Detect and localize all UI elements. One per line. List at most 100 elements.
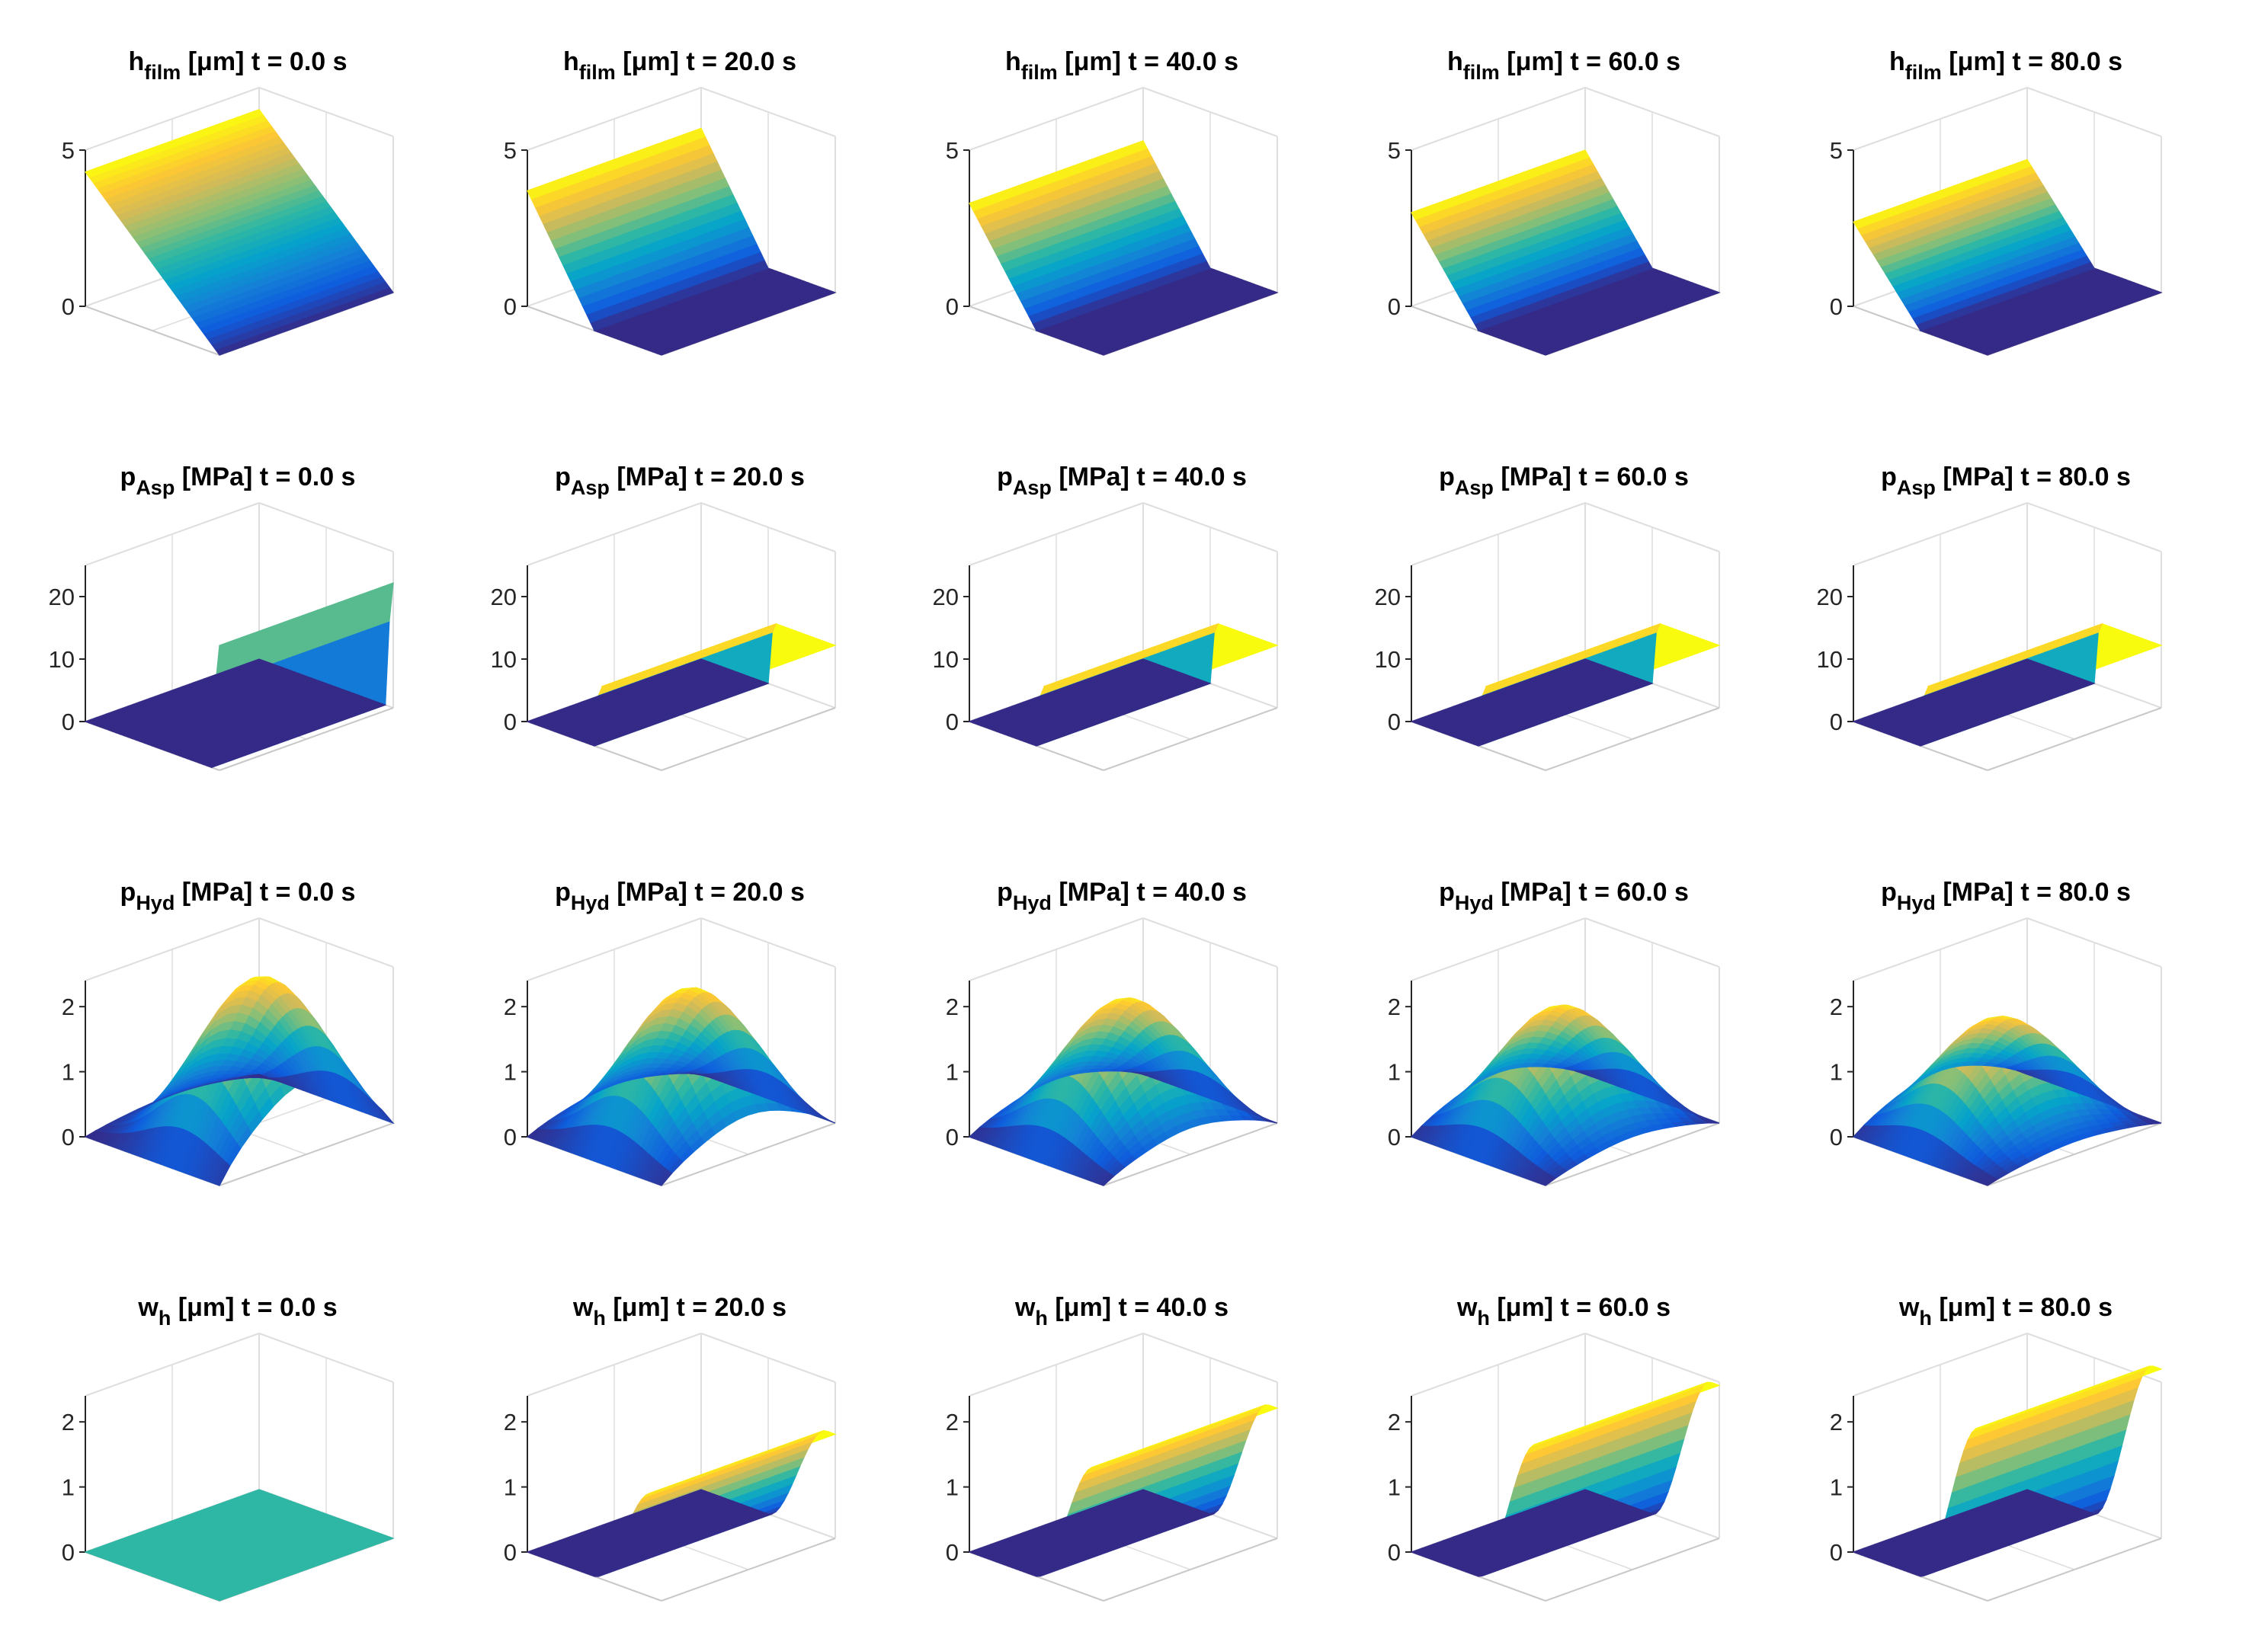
title-subscript: film [579, 61, 616, 84]
surface [1852, 1365, 2163, 1577]
panel-title: wh [μm] t = 40.0 s [1014, 1293, 1228, 1330]
title-rest: [μm] t = 40.0 s [1058, 47, 1238, 76]
z-tick-label: 5 [946, 137, 959, 164]
panel-title: pHyd [MPa] t = 60.0 s [1439, 878, 1689, 914]
surface [526, 1430, 837, 1577]
z-tick-label: 0 [62, 709, 75, 735]
title-symbol: p [555, 462, 571, 491]
z-tick-label: 0 [62, 1124, 75, 1151]
title-symbol: h [1889, 47, 1905, 76]
z-tick-label: 2 [504, 994, 517, 1020]
z-tick-label: 1 [504, 1474, 517, 1501]
z-tick-label: 0 [1388, 1539, 1401, 1566]
title-rest: [MPa] t = 0.0 s [175, 878, 355, 907]
z-tick-label: 0 [1830, 709, 1843, 735]
surface [1853, 158, 2163, 356]
surface [968, 997, 1278, 1186]
z-tick-label: 2 [62, 1409, 75, 1435]
title-subscript: film [144, 61, 181, 84]
panel-title: hfilm [μm] t = 20.0 s [563, 47, 796, 84]
panel-p_Hyd-t80_0: 2 1 0 pHyd [MPa] t = 80.0 s [1830, 878, 2162, 1186]
title-symbol: w [1456, 1293, 1478, 1322]
panel-p_Hyd-t60_0: 2 1 0 pHyd [MPa] t = 60.0 s [1388, 878, 1720, 1186]
z-tick-label: 0 [504, 293, 517, 320]
title-rest: [MPa] t = 40.0 s [1052, 878, 1247, 907]
z-tick-label: 0 [1388, 709, 1401, 735]
panel-title: pHyd [MPa] t = 0.0 s [120, 878, 356, 914]
z-tick-label: 0 [1388, 293, 1401, 320]
panel-title: wh [μm] t = 80.0 s [1898, 1293, 2113, 1330]
title-symbol: p [1881, 878, 1897, 907]
z-tick-label: 0 [1830, 1539, 1843, 1566]
panel-h_film-t20_0: 5 0 hfilm [μm] t = 20.0 s [504, 47, 837, 356]
panel-p_Hyd-t0_0: 2 1 0 pHyd [MPa] t = 0.0 s [62, 878, 395, 1186]
z-tick-label: 0 [1830, 1124, 1843, 1151]
z-tick-label: 10 [491, 646, 517, 673]
title-symbol: p [120, 462, 136, 491]
z-tick-label: 0 [1388, 1124, 1401, 1151]
title-subscript: film [1905, 61, 1942, 84]
panel-title: hfilm [μm] t = 0.0 s [128, 47, 347, 84]
panel-title: pAsp [MPa] t = 40.0 s [997, 462, 1247, 499]
z-tick-label: 0 [946, 709, 959, 735]
z-tick-label: 1 [1830, 1474, 1843, 1501]
title-symbol: p [1881, 462, 1897, 491]
z-tick-label: 2 [1388, 994, 1401, 1020]
title-rest: [μm] t = 80.0 s [1942, 47, 2122, 76]
title-symbol: p [555, 878, 571, 907]
z-tick-label: 1 [946, 1474, 959, 1501]
title-symbol: p [120, 878, 136, 907]
title-subscript: Hyd [136, 891, 175, 914]
title-subscript: Asp [571, 476, 610, 499]
title-subscript: h [1035, 1307, 1048, 1330]
panel-title: wh [μm] t = 20.0 s [572, 1293, 786, 1330]
panel-title: pAsp [MPa] t = 80.0 s [1881, 462, 2131, 499]
panel-title: pAsp [MPa] t = 20.0 s [555, 462, 805, 499]
title-rest: [μm] t = 0.0 s [171, 1293, 337, 1322]
z-tick-label: 0 [504, 1124, 517, 1151]
title-subscript: Asp [1013, 476, 1052, 499]
z-tick-label: 2 [1830, 1409, 1843, 1435]
z-tick-label: 20 [49, 584, 75, 610]
panel-title: pHyd [MPa] t = 80.0 s [1881, 878, 2131, 914]
title-rest: [MPa] t = 20.0 s [610, 462, 805, 491]
title-rest: [μm] t = 40.0 s [1048, 1293, 1228, 1322]
z-tick-label: 2 [1830, 994, 1843, 1020]
panel-p_Asp-t60_0: 20 10 0 pAsp [MPa] t = 60.0 s [1375, 462, 1721, 771]
panel-title: pAsp [MPa] t = 60.0 s [1439, 462, 1689, 499]
title-symbol: h [1005, 47, 1021, 76]
z-tick-label: 5 [504, 137, 517, 164]
title-symbol: h [563, 47, 579, 76]
title-rest: [MPa] t = 60.0 s [1494, 878, 1689, 907]
panel-p_Hyd-t20_0: 2 1 0 pHyd [MPa] t = 20.0 s [504, 878, 836, 1186]
panel-p_Asp-t0_0: 20 10 0 pAsp [MPa] t = 0.0 s [49, 462, 394, 771]
title-rest: [MPa] t = 60.0 s [1494, 462, 1689, 491]
z-tick-label: 1 [946, 1059, 959, 1086]
title-rest: [μm] t = 60.0 s [1490, 1293, 1671, 1322]
title-rest: [μm] t = 20.0 s [616, 47, 796, 76]
panel-title: pAsp [MPa] t = 0.0 s [120, 462, 356, 499]
title-subscript: h [1919, 1307, 1932, 1330]
z-tick-label: 0 [1830, 293, 1843, 320]
surface [1852, 622, 2163, 747]
panel-h_film-t40_0: 5 0 hfilm [μm] t = 40.0 s [946, 47, 1279, 356]
title-rest: [μm] t = 20.0 s [606, 1293, 786, 1322]
z-tick-label: 0 [62, 293, 75, 320]
z-tick-label: 10 [1375, 646, 1401, 673]
title-symbol: w [137, 1293, 159, 1322]
surface [84, 582, 394, 769]
z-tick-label: 0 [504, 1539, 517, 1566]
z-tick-label: 10 [933, 646, 959, 673]
surface [84, 976, 395, 1186]
title-symbol: p [1439, 462, 1455, 491]
panel-p_Asp-t80_0: 20 10 0 pAsp [MPa] t = 80.0 s [1817, 462, 2163, 771]
z-tick-label: 1 [1830, 1059, 1843, 1086]
surface [968, 622, 1279, 747]
panel-w_h-t20_0: 2 1 0 wh [μm] t = 20.0 s [504, 1293, 837, 1602]
title-rest: [μm] t = 0.0 s [181, 47, 347, 76]
panel-w_h-t80_0: 2 1 0 wh [μm] t = 80.0 s [1830, 1293, 2163, 1602]
title-subscript: Hyd [1013, 891, 1052, 914]
title-rest: [MPa] t = 80.0 s [1936, 878, 2131, 907]
title-subscript: Hyd [1897, 891, 1936, 914]
